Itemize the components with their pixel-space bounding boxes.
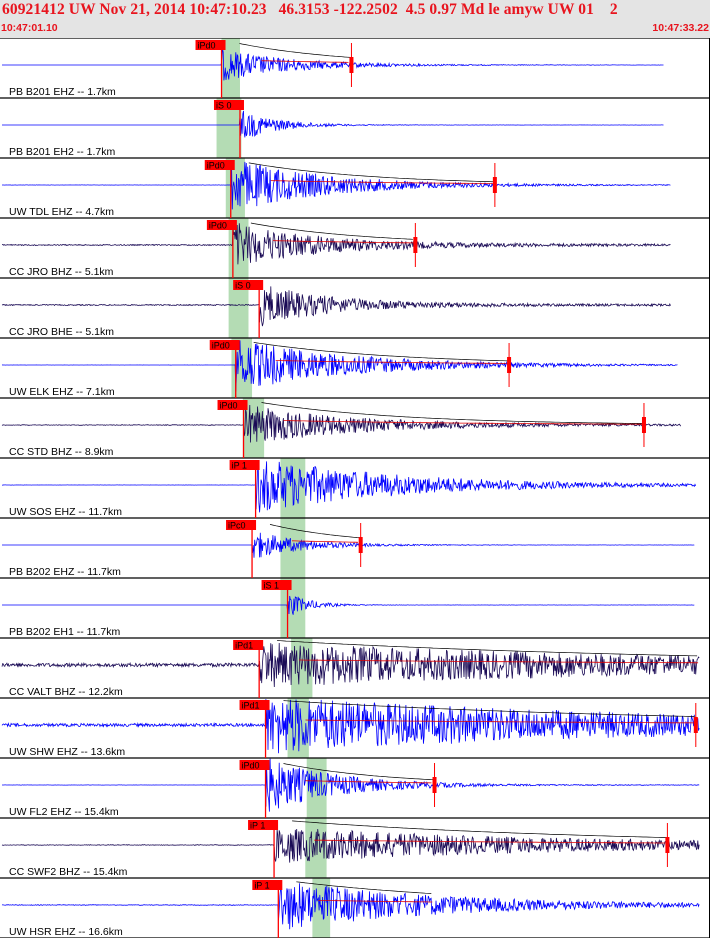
coda-end-marker [349, 57, 354, 73]
pick-label: iP 1 [232, 461, 247, 471]
trace-label: PB B202 EH1 -- 11.7km [9, 626, 121, 638]
coda-envelope-black [269, 524, 361, 539]
pick-label: iS 0 [235, 281, 251, 291]
waveform-trace [1, 883, 700, 930]
waveform-trace [1, 340, 678, 392]
pick-flag [217, 400, 248, 410]
phase-window [231, 338, 253, 398]
trace-label: UW HSR EHZ -- 16.6km [9, 926, 123, 938]
coda-envelope-black [283, 700, 695, 717]
trace-label: UW FL2 EHZ -- 15.4km [9, 806, 119, 818]
coda-envelope-red [272, 240, 414, 244]
trace-label: PB B202 EHZ -- 11.7km [9, 566, 121, 578]
coda-envelope-red [305, 780, 432, 784]
coda-envelope-black [248, 162, 495, 183]
coda-envelope-red [270, 180, 493, 184]
waveform-trace [1, 642, 700, 688]
coda-envelope-red [291, 540, 359, 543]
coda-end-marker [641, 417, 646, 433]
waveform-trace [2, 595, 695, 615]
coda-envelope-red [318, 900, 433, 903]
coda-end-marker [358, 537, 363, 553]
trace-label: CC STD BHZ -- 8.9km [9, 446, 114, 458]
pick-label: iPd1 [242, 701, 260, 711]
pick-flag [204, 160, 235, 170]
coda-end-marker [432, 777, 437, 793]
coda-envelope-black [283, 763, 434, 781]
coda-envelope-red [261, 60, 349, 63]
trace-label: CC JRO BHE -- 5.1km [9, 326, 114, 338]
trace-label: CC VALT BHZ -- 12.2km [9, 686, 123, 698]
waveform-trace [2, 758, 700, 812]
pick-label: iPd0 [212, 341, 230, 351]
waveform-trace [2, 48, 664, 81]
trace-label: PB B201 EHZ -- 1.7km [9, 86, 116, 98]
pick-flag [206, 220, 237, 230]
coda-end-marker [693, 717, 698, 733]
coda-envelope-red [283, 420, 644, 425]
waveform-trace [2, 461, 697, 513]
coda-end-marker [492, 177, 497, 193]
trace-label: UW SOS EHZ -- 11.7km [9, 506, 122, 518]
pick-flag [248, 820, 279, 830]
pick-flag [261, 580, 292, 590]
pick-label: iPd1 [235, 641, 253, 651]
trace-label: CC SWF2 BHZ -- 15.4km [9, 866, 128, 878]
event-title: 60921412 UW Nov 21, 2014 10:47:10.23 46.… [2, 1, 618, 18]
coda-envelope-black [253, 342, 509, 362]
pick-label: iPd0 [207, 161, 225, 171]
waveform-trace [1, 286, 671, 327]
pick-label: iS 0 [216, 101, 232, 111]
event-header: 60921412 UW Nov 21, 2014 10:47:10.23 46.… [0, 0, 710, 38]
window-start-time: 10:47:01.10 [1, 22, 58, 34]
waveform-trace [1, 828, 700, 863]
pick-label: iPd0 [242, 761, 260, 771]
coda-end-marker [507, 357, 512, 373]
pick-label: iS 1 [264, 581, 280, 591]
pick-flag [226, 520, 257, 530]
phase-window [305, 818, 327, 878]
pick-flag [209, 340, 240, 350]
pick-label: iPc0 [228, 521, 246, 531]
trace-label: UW TDL EHZ -- 4.7km [9, 206, 114, 218]
waveform-trace [2, 223, 671, 265]
waveform-trace [2, 532, 695, 558]
phase-window [228, 278, 249, 338]
waveform-trace [1, 404, 682, 443]
pick-flag [233, 280, 264, 290]
trace-label: UW SHW EHZ -- 13.6km [9, 746, 125, 758]
coda-envelope-black [277, 640, 698, 657]
coda-envelope-red [299, 659, 699, 664]
pick-flag [239, 700, 270, 710]
coda-envelope-black [250, 222, 413, 240]
coda-envelope-red [305, 719, 696, 724]
seismogram-plot: iPd0 PB B201 EHZ -- 1.7km iS 0 PB B201 EH2 … [0, 38, 710, 938]
coda-envelope-black [296, 881, 432, 894]
window-end-time: 10:47:33.22 [652, 22, 709, 34]
pick-label: iPd0 [220, 401, 238, 411]
pick-label: iPd0 [209, 221, 227, 231]
pick-label: iPd0 [198, 41, 216, 51]
pick-flag [195, 40, 226, 50]
coda-envelope-black [292, 820, 668, 838]
coda-end-marker [665, 837, 670, 853]
coda-envelope-black [261, 402, 643, 424]
coda-envelope-red [314, 839, 666, 844]
trace-label: PB B201 EH2 -- 1.7km [9, 146, 115, 158]
waveform-trace [2, 161, 671, 210]
coda-envelope-red [275, 360, 507, 364]
trace-label: CC JRO BHZ -- 5.1km [9, 266, 114, 278]
pick-flag [239, 760, 270, 770]
waveform-trace [2, 110, 664, 138]
pick-flag [229, 460, 260, 470]
trace-label: UW ELK EHZ -- 7.1km [9, 386, 115, 398]
pick-flag [233, 640, 264, 650]
pick-flag [213, 100, 244, 110]
pick-label: iP 1 [250, 821, 265, 831]
coda-end-marker [413, 237, 418, 253]
coda-envelope-black [239, 43, 351, 58]
pick-flag [252, 880, 283, 890]
waveform-trace [1, 699, 700, 754]
pick-label: iP 1 [254, 881, 269, 891]
